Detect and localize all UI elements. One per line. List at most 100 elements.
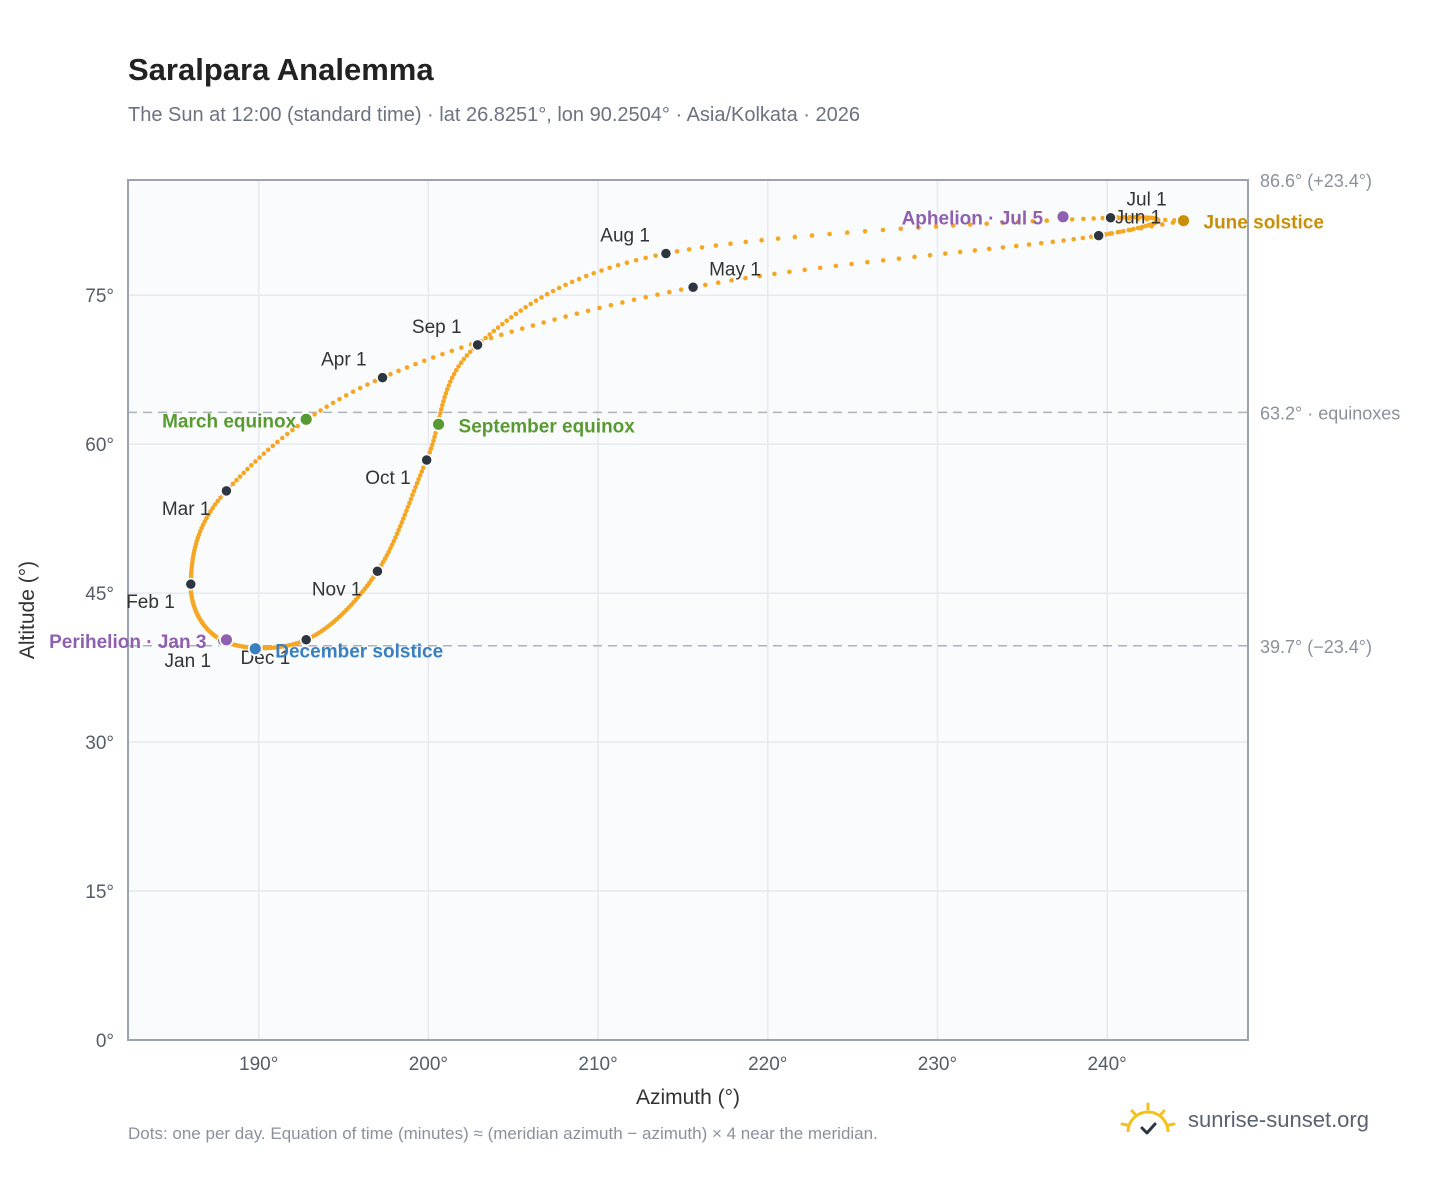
daily-dot [212, 502, 218, 507]
daily-dot [533, 298, 539, 303]
brand[interactable]: sunrise-sunset.org [1120, 1102, 1369, 1138]
daily-dot [1121, 215, 1127, 220]
daily-dot [440, 351, 445, 357]
daily-dot [787, 269, 792, 275]
x-tick-label: 210° [578, 1054, 617, 1075]
daily-dot [431, 438, 436, 444]
daily-dot [495, 325, 501, 330]
month-label: May 1 [709, 259, 761, 280]
daily-dot [576, 276, 582, 282]
event-label: March equinox [162, 411, 297, 432]
daily-dot [508, 315, 514, 320]
daily-dot [933, 224, 939, 229]
event-label: September equinox [459, 416, 636, 437]
daily-dot [833, 263, 839, 269]
daily-dot [523, 304, 528, 310]
daily-dot [1160, 222, 1165, 227]
daily-dot [350, 389, 356, 395]
daily-dot [270, 443, 276, 449]
daily-dot [703, 282, 708, 288]
daily-dot [550, 288, 556, 294]
daily-dot [1091, 216, 1096, 221]
event-marker [219, 632, 234, 648]
daily-dot [461, 356, 467, 362]
daily-dot [1128, 227, 1133, 233]
daily-dot [686, 247, 692, 252]
daily-dot [757, 273, 763, 279]
daily-dot [509, 329, 514, 334]
daily-dot [643, 255, 648, 261]
daily-dot [397, 523, 403, 529]
daily-dot [438, 406, 444, 412]
daily-dot [1000, 245, 1006, 250]
daily-dot [372, 378, 378, 384]
daily-dot [556, 285, 562, 291]
daily-dot [357, 385, 363, 391]
daily-dot [504, 318, 510, 324]
daily-dot [483, 335, 488, 341]
y-tick-label: 15° [85, 882, 114, 903]
daily-dot [519, 326, 525, 331]
daily-dot [633, 257, 639, 263]
daily-dot [414, 480, 420, 486]
daily-dot [449, 375, 455, 381]
chart-title: Saralpara Analemma [128, 52, 434, 87]
daily-dot [208, 509, 213, 514]
daily-dot [488, 335, 494, 341]
daily-dot [444, 387, 450, 392]
daily-dot [541, 320, 546, 325]
brand-name: sunrise-sunset.org [1188, 1107, 1369, 1132]
daily-dot [1126, 216, 1132, 221]
daily-dot [257, 455, 262, 460]
daily-dot [389, 542, 395, 548]
daily-dot [234, 477, 239, 483]
daily-dot [285, 431, 290, 437]
daily-dot [896, 256, 902, 261]
daily-dot [942, 251, 948, 256]
daily-dot [206, 512, 211, 518]
daily-dot [430, 355, 436, 360]
daily-dot [411, 488, 417, 494]
daily-dot [1149, 224, 1154, 229]
month-marker [1104, 211, 1117, 224]
reference-line-label: 63.2° · equinoxes [1260, 403, 1400, 423]
y-tick-label: 0° [96, 1031, 114, 1052]
daily-dot [275, 439, 280, 445]
daily-dot [912, 254, 917, 260]
daily-dot [215, 498, 220, 504]
reference-line-label: 39.7° (−23.4°) [1260, 637, 1372, 657]
month-label: Sep 1 [412, 317, 462, 338]
daily-dot [624, 260, 630, 266]
daily-dot [772, 271, 777, 277]
daily-dot [809, 233, 815, 238]
event-label: Perihelion · Jan 3 [49, 632, 206, 653]
daily-dot [1135, 216, 1141, 222]
daily-dot [1141, 215, 1146, 220]
chart-subtitle: The Sun at 12:00 (standard time) · lat 2… [128, 104, 861, 126]
month-marker [471, 338, 484, 352]
daily-dot [1061, 238, 1066, 243]
daily-dot [1100, 215, 1105, 221]
y-tick-label: 30° [85, 733, 114, 754]
event-marker [298, 411, 314, 427]
daily-dot [528, 301, 534, 307]
daily-dot [583, 273, 589, 279]
daily-dot [1071, 236, 1076, 242]
daily-dot [449, 348, 455, 354]
daily-dot [386, 549, 391, 555]
daily-dot [713, 243, 719, 248]
daily-dot [599, 268, 604, 273]
daily-dot [410, 492, 415, 498]
daily-dot [729, 278, 734, 283]
daily-dot [792, 234, 798, 240]
daily-dot [620, 300, 625, 305]
daily-dot [1117, 215, 1122, 221]
daily-dot [438, 410, 443, 416]
daily-dot [539, 295, 544, 300]
daily-dot [615, 262, 621, 268]
daily-dot [759, 237, 764, 243]
daily-dot [608, 302, 614, 308]
event-marker [247, 641, 263, 657]
daily-dot [456, 364, 461, 369]
